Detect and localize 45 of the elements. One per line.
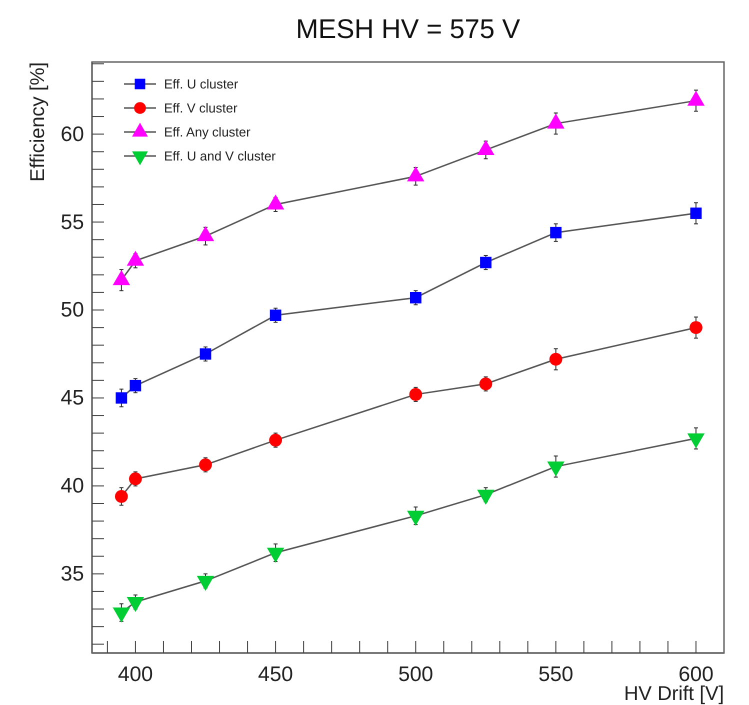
point <box>126 250 144 266</box>
y-tick-label: 40 <box>60 474 84 498</box>
point <box>112 608 130 623</box>
x-tick-label: 450 <box>258 663 294 686</box>
point <box>477 490 494 505</box>
point <box>196 226 214 242</box>
legend-label: Eff. U and V cluster <box>164 148 276 164</box>
point <box>200 348 212 360</box>
legend-label: Eff. U cluster <box>164 76 239 92</box>
point <box>269 434 282 447</box>
y-tick-label: 60 <box>60 122 84 146</box>
point <box>199 458 212 472</box>
point <box>480 256 492 268</box>
point <box>407 510 424 526</box>
point <box>477 140 494 155</box>
point <box>549 352 562 366</box>
point <box>547 114 565 129</box>
y-tick-label: 55 <box>60 210 84 234</box>
legend-label: Eff. Any cluster <box>164 124 252 140</box>
point <box>114 490 128 503</box>
y-tick-label: 50 <box>60 298 84 322</box>
y-tick-label: 45 <box>60 386 84 410</box>
point <box>196 576 214 591</box>
point <box>407 166 424 182</box>
x-tick-label: 500 <box>398 663 434 686</box>
point <box>130 380 142 392</box>
x-tick-label: 550 <box>538 663 574 686</box>
legend-label: Eff. V cluster <box>164 100 238 116</box>
point <box>112 270 130 286</box>
point <box>687 90 705 106</box>
point <box>270 310 282 321</box>
chart-title: MESH HV = 575 V <box>296 14 520 44</box>
x-tick-label: 400 <box>118 663 153 686</box>
point <box>129 472 142 486</box>
point <box>116 392 128 404</box>
point <box>126 596 144 612</box>
point <box>410 292 422 304</box>
point <box>479 377 492 390</box>
point <box>550 226 562 238</box>
point <box>266 548 284 563</box>
point <box>409 388 422 401</box>
y-axis-title: Efficiency [%] <box>27 62 49 182</box>
point <box>266 194 284 210</box>
point <box>690 321 702 334</box>
y-tick-label: 35 <box>60 562 84 586</box>
